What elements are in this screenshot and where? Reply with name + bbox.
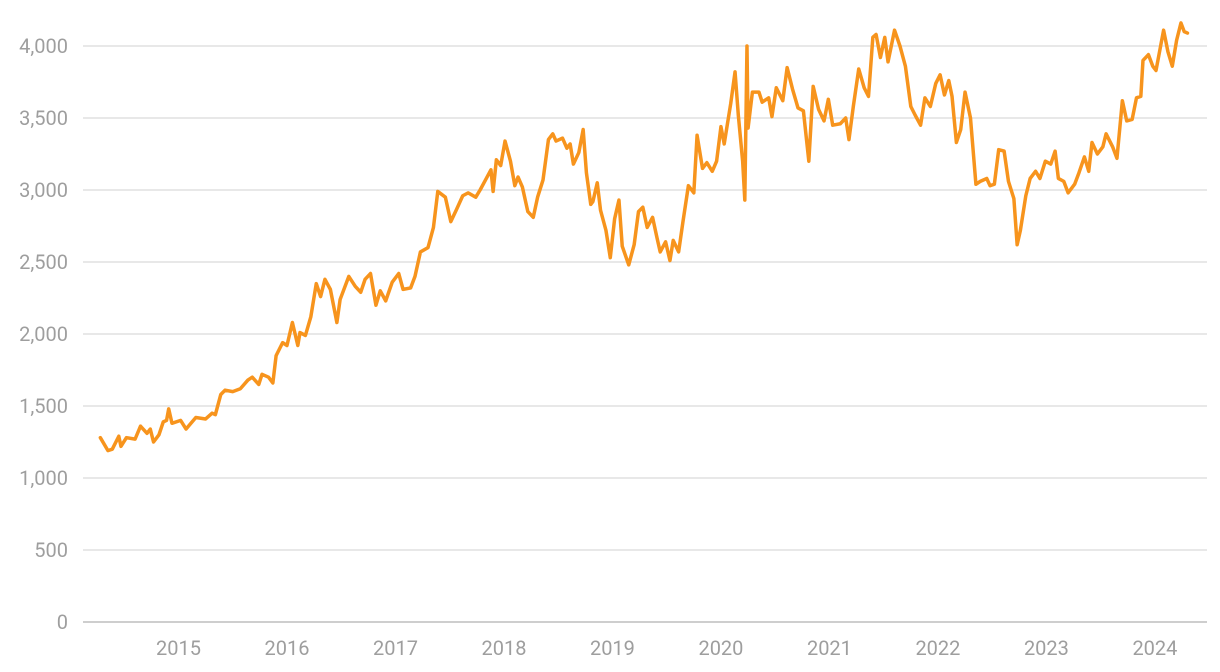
y-tick-label: 3,500 — [19, 106, 68, 130]
x-tick-label: 2015 — [156, 636, 201, 660]
x-tick-label: 2021 — [807, 636, 852, 660]
y-tick-label: 4,000 — [19, 34, 68, 58]
x-tick-label: 2016 — [264, 636, 309, 660]
x-tick-label: 2022 — [915, 636, 960, 660]
x-tick-label: 2017 — [373, 636, 418, 660]
x-tick-label: 2018 — [481, 636, 526, 660]
y-tick-label: 0 — [57, 610, 68, 634]
y-tick-label: 2,500 — [19, 250, 68, 274]
y-tick-label: 3,000 — [19, 178, 68, 202]
x-tick-label: 2024 — [1132, 636, 1177, 660]
y-tick-label: 1,500 — [19, 394, 68, 418]
x-tick-label: 2019 — [590, 636, 635, 660]
x-tick-label: 2023 — [1024, 636, 1069, 660]
line — [98, 21, 1190, 453]
y-tick-label: 2,000 — [19, 322, 68, 346]
y-tick-label: 1,000 — [19, 466, 68, 490]
x-tick-label: 2020 — [698, 636, 743, 660]
y-tick-label: 500 — [34, 538, 68, 562]
